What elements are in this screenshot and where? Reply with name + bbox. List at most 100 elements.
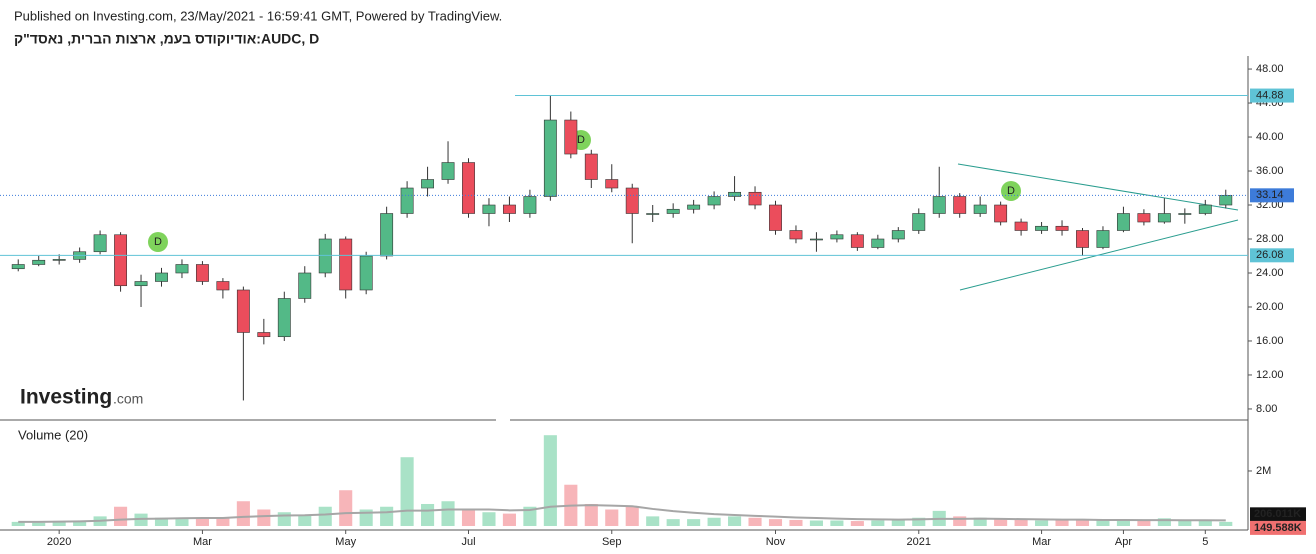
- x-tick-label: Mar: [1032, 536, 1051, 548]
- level-label: 26.08: [1256, 249, 1284, 261]
- volume-bar: [339, 490, 353, 526]
- candle-body: [1035, 225, 1049, 231]
- candle-body: [687, 204, 701, 210]
- volume-bar: [953, 516, 967, 526]
- chart-title: אודיוקודס בעמ, ארצות הברית, נאסד"ק:AUDC,…: [14, 31, 319, 47]
- candle-body: [400, 187, 414, 214]
- candle-body: [277, 298, 291, 338]
- volume-bar: [1219, 521, 1233, 526]
- volume-bar: [1116, 519, 1130, 526]
- candle-body: [502, 204, 516, 214]
- candle-body: [891, 230, 905, 240]
- candle-body: [850, 234, 864, 248]
- volume-bar: [175, 519, 189, 526]
- volume-bar: [523, 506, 537, 526]
- candle-body: [605, 179, 619, 189]
- candle-body: [216, 281, 230, 291]
- candle-body: [1198, 204, 1212, 214]
- trend-line: [957, 163, 1239, 211]
- volume-ma-label: 206.011K: [1254, 508, 1301, 520]
- volume-bar: [277, 512, 291, 526]
- candle-body: [32, 259, 46, 265]
- candle-body: [114, 234, 128, 287]
- candle-body: [155, 272, 168, 282]
- y-tick-label: 12.00: [1256, 369, 1284, 381]
- y-tick-label: 40.00: [1256, 131, 1284, 143]
- volume-bar: [646, 516, 660, 526]
- last-price-badge: [1250, 188, 1294, 203]
- candle-body: [1076, 230, 1089, 248]
- volume-bar: [728, 516, 742, 526]
- volume-bar: [1178, 519, 1192, 526]
- candle-body: [318, 238, 332, 274]
- candle-body: [564, 119, 578, 155]
- event-marker: [148, 232, 168, 252]
- candle-body: [1219, 195, 1233, 206]
- y-tick-label: 8.00: [1256, 403, 1277, 415]
- volume-bar: [52, 521, 66, 526]
- candle-body: [1055, 225, 1069, 231]
- x-tick-label: 5: [1202, 536, 1208, 548]
- volume-bar: [318, 506, 332, 526]
- candle-body: [789, 230, 803, 240]
- event-label: D: [154, 236, 162, 248]
- logo: Investing: [20, 386, 112, 409]
- volume-bar: [1075, 519, 1090, 526]
- volume-bar: [871, 520, 885, 526]
- candle-body: [298, 272, 312, 299]
- volume-bar: [1198, 520, 1212, 526]
- candle-body: [994, 204, 1008, 223]
- event-marker: [1001, 181, 1021, 201]
- x-tick-label: 2020: [47, 536, 71, 548]
- x-tick-label: Sep: [602, 536, 622, 548]
- volume-bar: [707, 517, 721, 526]
- y-tick-label: 28.00: [1256, 233, 1284, 245]
- y-tick-label: 20.00: [1256, 301, 1284, 313]
- y-tick-label: 48.00: [1256, 63, 1284, 75]
- candle-body: [175, 264, 189, 274]
- candle-body: [809, 238, 823, 241]
- last-price-label: 33.14: [1256, 189, 1284, 201]
- volume-bar: [625, 506, 639, 526]
- candle-body: [236, 289, 250, 333]
- y-tick-label: 36.00: [1256, 165, 1284, 177]
- volume-ma-badge: [1250, 507, 1306, 522]
- candle-body: [1116, 213, 1130, 231]
- volume-bar: [1137, 520, 1151, 526]
- volume-bar: [809, 520, 823, 526]
- event-label: D: [1007, 185, 1015, 197]
- volume-bar: [195, 517, 209, 526]
- volume-bar: [380, 506, 394, 526]
- candle-body: [707, 196, 721, 206]
- candle-body: [1178, 213, 1192, 215]
- x-tick-label: Jul: [461, 536, 475, 548]
- volume-bar: [441, 501, 455, 526]
- volume-bar: [11, 521, 25, 526]
- logo-suffix: .com: [113, 391, 143, 407]
- y-tick-label: 16.00: [1256, 335, 1284, 347]
- x-tick-label: May: [335, 536, 356, 548]
- candle-body: [748, 191, 762, 206]
- candle-body: [380, 213, 394, 257]
- volume-bar: [502, 513, 516, 526]
- candle-body: [134, 281, 148, 287]
- candle-body: [953, 196, 967, 214]
- y-tick-label: 2M: [1256, 465, 1271, 477]
- volume-bar: [605, 509, 619, 526]
- candle-body: [830, 234, 844, 240]
- volume-bar: [421, 503, 435, 526]
- candle-body: [1014, 221, 1028, 231]
- volume-bar: [73, 520, 87, 526]
- candle-body: [257, 332, 271, 338]
- candle-body: [912, 213, 926, 231]
- candle-body: [421, 179, 435, 189]
- volume-bar: [216, 518, 230, 526]
- volume-bar: [154, 517, 169, 526]
- level-label: 44.88: [1256, 89, 1284, 101]
- candle-body: [52, 259, 66, 261]
- candle-body: [646, 213, 660, 215]
- volume-bar: [994, 519, 1008, 526]
- volume-bar: [850, 521, 864, 526]
- volume-bar: [912, 517, 926, 526]
